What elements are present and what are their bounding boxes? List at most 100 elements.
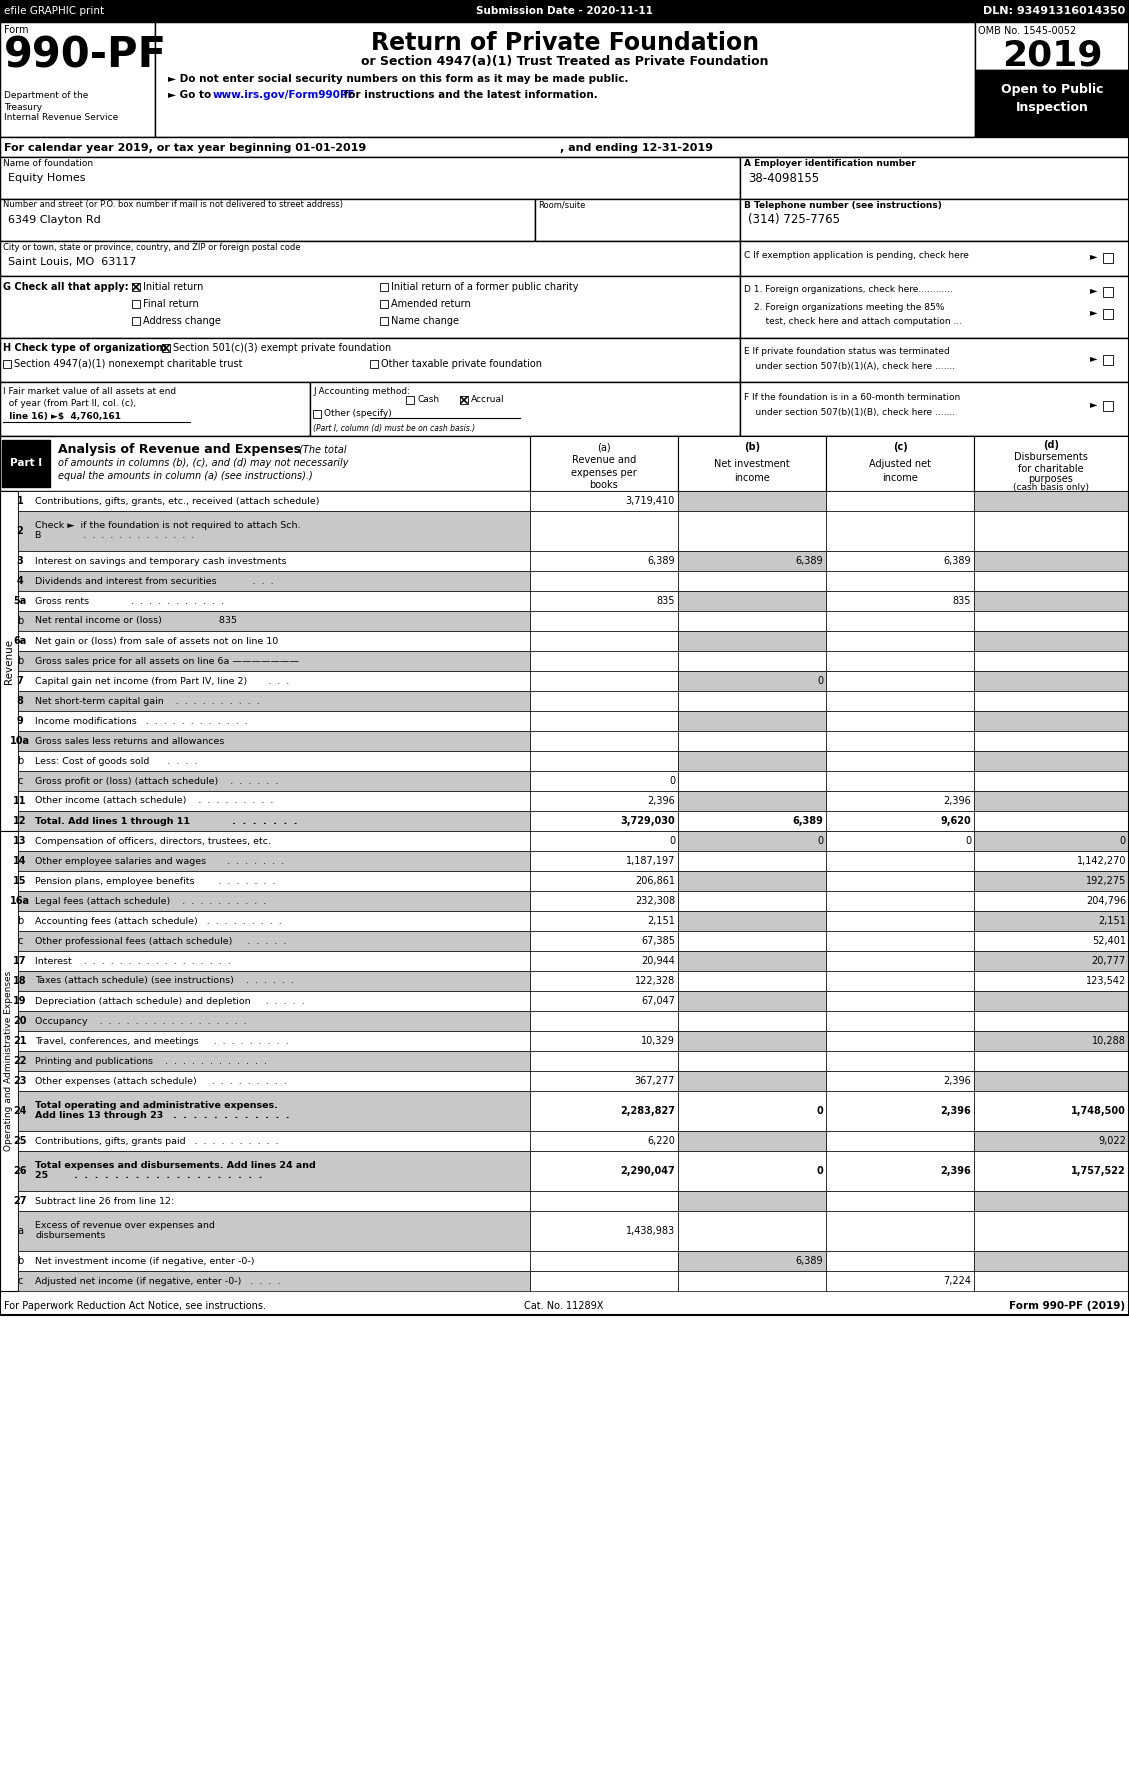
Text: 3,719,410: 3,719,410 bbox=[625, 496, 675, 506]
Bar bbox=[826, 871, 974, 891]
Bar bbox=[974, 1131, 1129, 1150]
Text: 1,142,270: 1,142,270 bbox=[1076, 855, 1126, 866]
Text: Compensation of officers, directors, trustees, etc.: Compensation of officers, directors, tru… bbox=[35, 837, 271, 846]
Bar bbox=[679, 852, 826, 871]
Text: Excess of revenue over expenses and: Excess of revenue over expenses and bbox=[35, 1222, 215, 1231]
Text: Final return: Final return bbox=[143, 299, 199, 309]
Bar bbox=[18, 1011, 530, 1030]
Text: of year (from Part II, col. (c),: of year (from Part II, col. (c), bbox=[3, 399, 137, 408]
Bar bbox=[826, 1251, 974, 1270]
Text: Saint Louis, MO  63117: Saint Louis, MO 63117 bbox=[8, 258, 137, 267]
Bar bbox=[310, 383, 739, 437]
Text: (314) 725-7765: (314) 725-7765 bbox=[749, 213, 840, 227]
Text: 367,277: 367,277 bbox=[634, 1075, 675, 1086]
Bar bbox=[679, 952, 826, 971]
Bar bbox=[679, 1150, 826, 1191]
Bar bbox=[530, 952, 679, 971]
Text: 20: 20 bbox=[14, 1016, 27, 1027]
Text: efile GRAPHIC print: efile GRAPHIC print bbox=[5, 5, 104, 16]
Bar bbox=[530, 571, 679, 590]
Text: Gross profit or (loss) (attach schedule)    .  .  .  .  .  .: Gross profit or (loss) (attach schedule)… bbox=[35, 776, 278, 785]
Text: Contributions, gifts, grants, etc., received (attach schedule): Contributions, gifts, grants, etc., rece… bbox=[35, 497, 320, 506]
Text: For Paperwork Reduction Act Notice, see instructions.: For Paperwork Reduction Act Notice, see … bbox=[5, 1301, 266, 1311]
Text: Interest    .  .  .  .  .  .  .  .  .  .  .  .  .  .  .  .  .: Interest . . . . . . . . . . . . . . . .… bbox=[35, 957, 230, 966]
Text: E If private foundation status was terminated: E If private foundation status was termi… bbox=[744, 347, 949, 356]
Text: 18: 18 bbox=[14, 977, 27, 986]
Bar bbox=[530, 1251, 679, 1270]
Text: Other professional fees (attach schedule)     .  .  .  .  .: Other professional fees (attach schedule… bbox=[35, 936, 287, 946]
Bar bbox=[826, 771, 974, 791]
Text: 1: 1 bbox=[17, 496, 24, 506]
Text: C If exemption application is pending, check here: C If exemption application is pending, c… bbox=[744, 252, 969, 261]
Bar bbox=[18, 911, 530, 930]
Text: 2019: 2019 bbox=[1001, 38, 1102, 72]
Bar bbox=[530, 1191, 679, 1211]
Bar bbox=[826, 911, 974, 930]
Text: G Check all that apply:: G Check all that apply: bbox=[3, 283, 129, 292]
Text: 67,385: 67,385 bbox=[641, 936, 675, 946]
Text: 835: 835 bbox=[656, 596, 675, 606]
Bar bbox=[0, 21, 1129, 1315]
Bar bbox=[18, 1211, 530, 1251]
Bar bbox=[974, 751, 1129, 771]
Bar bbox=[380, 283, 388, 292]
Text: 2,151: 2,151 bbox=[647, 916, 675, 927]
Text: b: b bbox=[17, 615, 23, 626]
Text: 10,329: 10,329 bbox=[641, 1036, 675, 1047]
Text: 11: 11 bbox=[14, 796, 27, 807]
Bar bbox=[974, 1150, 1129, 1191]
Bar bbox=[679, 1091, 826, 1131]
Bar bbox=[679, 551, 826, 571]
Text: ►: ► bbox=[1089, 250, 1097, 261]
Text: Net investment income (if negative, enter -0-): Net investment income (if negative, ente… bbox=[35, 1256, 254, 1265]
Text: 2. Foreign organizations meeting the 85%: 2. Foreign organizations meeting the 85% bbox=[754, 304, 944, 313]
Bar bbox=[974, 732, 1129, 751]
Bar bbox=[679, 1072, 826, 1091]
Text: For calendar year 2019, or tax year beginning 01-01-2019: For calendar year 2019, or tax year begi… bbox=[5, 143, 366, 154]
Text: 232,308: 232,308 bbox=[634, 896, 675, 905]
Bar bbox=[974, 1050, 1129, 1072]
Text: Disbursements: Disbursements bbox=[1014, 453, 1088, 462]
Bar bbox=[18, 971, 530, 991]
Text: 122,328: 122,328 bbox=[634, 977, 675, 986]
Bar bbox=[679, 771, 826, 791]
Text: 0: 0 bbox=[668, 835, 675, 846]
Bar bbox=[679, 1191, 826, 1211]
Bar bbox=[530, 1270, 679, 1292]
Bar bbox=[679, 991, 826, 1011]
Text: 13: 13 bbox=[14, 835, 27, 846]
Text: 990-PF: 990-PF bbox=[5, 34, 167, 75]
Text: B              .  .  .  .  .  .  .  .  .  .  .  .  .: B . . . . . . . . . . . . . bbox=[35, 531, 194, 540]
Bar bbox=[18, 1251, 530, 1270]
Bar bbox=[679, 732, 826, 751]
Bar bbox=[826, 437, 974, 490]
Text: 3: 3 bbox=[17, 556, 24, 565]
Text: 52,401: 52,401 bbox=[1092, 936, 1126, 946]
Bar bbox=[826, 1211, 974, 1251]
Bar bbox=[18, 671, 530, 691]
Text: Section 501(c)(3) exempt private foundation: Section 501(c)(3) exempt private foundat… bbox=[173, 343, 392, 352]
Text: 9,620: 9,620 bbox=[940, 816, 971, 827]
Text: 23: 23 bbox=[14, 1075, 27, 1086]
Text: b: b bbox=[17, 1256, 23, 1267]
Bar bbox=[679, 791, 826, 810]
Bar bbox=[530, 1211, 679, 1251]
Text: ►: ► bbox=[1089, 308, 1097, 317]
Bar bbox=[974, 832, 1129, 852]
Text: Capital gain net income (from Part IV, line 2)       .  .  .: Capital gain net income (from Part IV, l… bbox=[35, 676, 289, 685]
Bar bbox=[679, 437, 826, 490]
Text: Cash: Cash bbox=[417, 395, 439, 404]
Text: b: b bbox=[17, 757, 23, 766]
Text: Net investment: Net investment bbox=[715, 460, 790, 469]
Text: 22: 22 bbox=[14, 1056, 27, 1066]
Text: Room/suite: Room/suite bbox=[539, 200, 585, 209]
Bar bbox=[679, 911, 826, 930]
Text: 25: 25 bbox=[14, 1136, 27, 1147]
Bar bbox=[530, 1150, 679, 1191]
Text: 1,187,197: 1,187,197 bbox=[625, 855, 675, 866]
Bar bbox=[18, 691, 530, 710]
Text: Inspection: Inspection bbox=[1016, 100, 1088, 113]
Text: Pension plans, employee benefits        .  .  .  .  .  .  .: Pension plans, employee benefits . . . .… bbox=[35, 877, 275, 886]
Text: books: books bbox=[589, 479, 619, 490]
Text: Add lines 13 through 23   .  .  .  .  .  .  .  .  .  .  .  .: Add lines 13 through 23 . . . . . . . . … bbox=[35, 1111, 289, 1120]
